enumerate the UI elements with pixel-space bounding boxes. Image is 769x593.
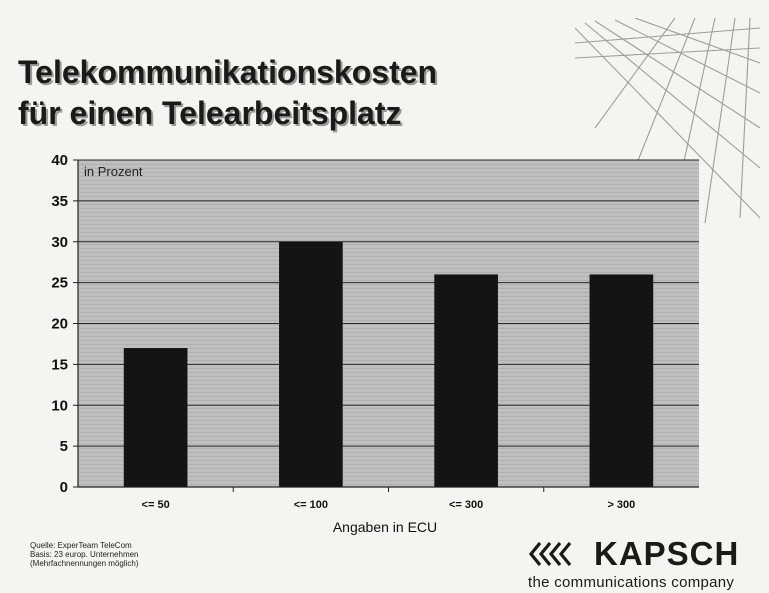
y-tick-label: 0 <box>60 479 68 496</box>
title-line-1: Telekommunikationskosten <box>18 54 438 90</box>
logo-tagline: the communications company <box>528 574 735 591</box>
y-tick-label: 30 <box>51 234 68 251</box>
source-line-2: Basis: 23 europ. Unternehmen <box>30 550 139 559</box>
bar-4 <box>589 274 654 487</box>
y-tick-label: 25 <box>51 275 68 292</box>
x-tick-label: <= 100 <box>294 499 328 511</box>
x-tick-label: <= 300 <box>449 499 483 511</box>
y-tick-label: 20 <box>51 316 68 333</box>
y-tick-label: 10 <box>51 397 68 414</box>
source-note: Quelle: ExperTeam TeleCom Basis: 23 euro… <box>30 541 139 568</box>
x-tick-labels: <= 50 <= 100 <= 300 > 300 <box>142 487 635 511</box>
source-line-1: Quelle: ExperTeam TeleCom <box>30 541 132 550</box>
x-tick-label: <= 50 <box>142 499 170 511</box>
y-tick-label: 40 <box>51 152 68 169</box>
y-tick-label: 15 <box>51 356 68 373</box>
title-line-2: für einen Telearbeitsplatz <box>18 95 402 131</box>
chevrons-logo-icon <box>528 541 572 567</box>
source-line-3: (Mehrfachnennungen möglich) <box>30 559 139 568</box>
kapsch-logo: KAPSCH the communications company <box>528 535 753 591</box>
bar-3 <box>434 274 498 487</box>
y-tick-label: 35 <box>51 193 68 210</box>
unit-label: in Prozent <box>84 164 143 179</box>
y-tick-label: 5 <box>60 438 68 455</box>
slide-title: Telekommunikationskosten für einen Telea… <box>18 52 437 134</box>
decorative-rays-graphic <box>575 18 761 223</box>
logo-name: KAPSCH <box>594 535 740 572</box>
y-tick-labels: 0 5 10 15 20 25 30 35 40 <box>51 152 78 496</box>
x-tick-label: > 300 <box>607 499 635 511</box>
x-axis-title: Angaben in ECU <box>333 519 437 535</box>
bar-2 <box>279 241 343 487</box>
bar-1 <box>123 348 188 487</box>
bars <box>123 241 654 487</box>
